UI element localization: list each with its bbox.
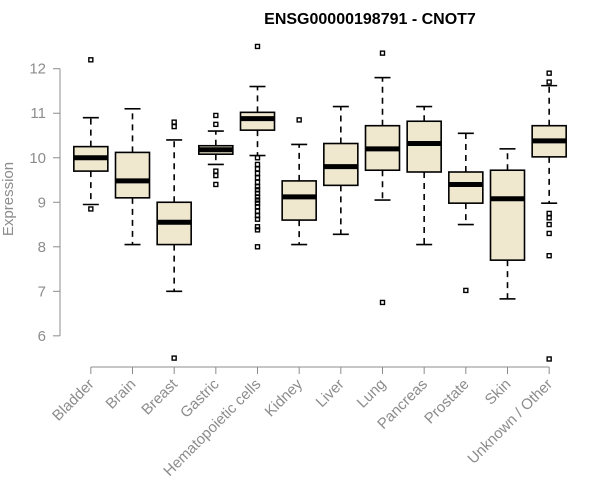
outlier-point	[296, 117, 302, 123]
outlier-point	[88, 206, 94, 212]
outlier-point	[171, 355, 177, 361]
box-rect	[489, 169, 526, 261]
outlier-point	[254, 179, 261, 185]
outlier-point	[213, 112, 219, 119]
y-axis: 6 7 8 9 10 11 12	[29, 61, 61, 345]
outlier-point	[254, 216, 261, 222]
box-hematopoietic-cells	[239, 43, 276, 250]
y-axis-label: Expression	[0, 162, 17, 236]
box-rect	[114, 151, 151, 199]
outlier-point	[254, 170, 261, 177]
outlier-point	[254, 204, 261, 210]
outlier-point	[546, 230, 552, 237]
outlier-point	[171, 123, 177, 130]
x-tick-label: Breast	[138, 375, 181, 418]
outlier-point	[254, 161, 261, 168]
box-unknown-other	[531, 70, 567, 362]
box-liver	[323, 105, 359, 236]
outlier-point	[213, 181, 219, 188]
box-breast	[156, 119, 192, 361]
outlier-point	[254, 244, 261, 250]
y-tick-label: 6	[38, 328, 46, 345]
outlier-point	[254, 227, 261, 233]
outlier-point	[171, 119, 177, 125]
x-tick-label: Kidney	[262, 375, 307, 420]
box-rect	[239, 111, 276, 131]
outlier-point	[254, 175, 261, 181]
box-prostate	[448, 132, 484, 294]
outlier-point	[254, 183, 261, 190]
outlier-point	[546, 252, 552, 259]
outlier-point	[254, 197, 261, 203]
outlier-point	[254, 43, 261, 50]
y-tick-label: 7	[38, 283, 46, 300]
y-tick-label: 12	[29, 61, 46, 78]
box-brain	[114, 107, 151, 246]
outlier-point	[254, 224, 261, 230]
x-tick-label: Liver	[313, 376, 348, 411]
box-lung	[364, 50, 401, 306]
outlier-point	[546, 356, 552, 362]
box-skin	[489, 148, 526, 300]
outlier-point	[546, 79, 552, 85]
outlier-point	[379, 299, 386, 306]
y-tick-label: 11	[30, 105, 46, 122]
x-tick-label: Brain	[103, 376, 140, 413]
outlier-point	[379, 50, 386, 56]
outlier-point	[254, 155, 261, 161]
x-tick-label: Lung	[354, 376, 390, 412]
outlier-point	[213, 121, 219, 128]
outlier-point	[254, 208, 261, 214]
boxes-group	[73, 43, 567, 362]
outlier-point	[546, 215, 552, 221]
outlier-point	[546, 221, 552, 228]
box-rect	[281, 180, 317, 221]
box-rect	[448, 171, 484, 204]
outlier-point	[213, 172, 219, 179]
outlier-point	[546, 210, 552, 217]
box-rect	[406, 120, 442, 173]
box-pancreas	[406, 105, 442, 246]
outlier-point	[254, 194, 261, 200]
x-tick-label: Bladder	[49, 376, 98, 425]
y-tick-label: 10	[29, 150, 46, 167]
outlier-point	[88, 57, 94, 63]
outlier-point	[546, 70, 552, 76]
chart-title: ENSG00000198791 - CNOT7	[264, 11, 476, 28]
box-kidney	[281, 117, 317, 246]
y-tick-label: 8	[38, 239, 46, 256]
outlier-point	[213, 168, 219, 174]
box-bladder	[73, 57, 109, 212]
x-tick-label: Prostate	[421, 376, 473, 428]
outlier-point	[463, 287, 469, 294]
x-tick-label: Skin	[482, 376, 515, 409]
y-tick-label: 9	[38, 194, 46, 211]
box-gastric	[198, 112, 234, 188]
outlier-point	[254, 166, 261, 172]
